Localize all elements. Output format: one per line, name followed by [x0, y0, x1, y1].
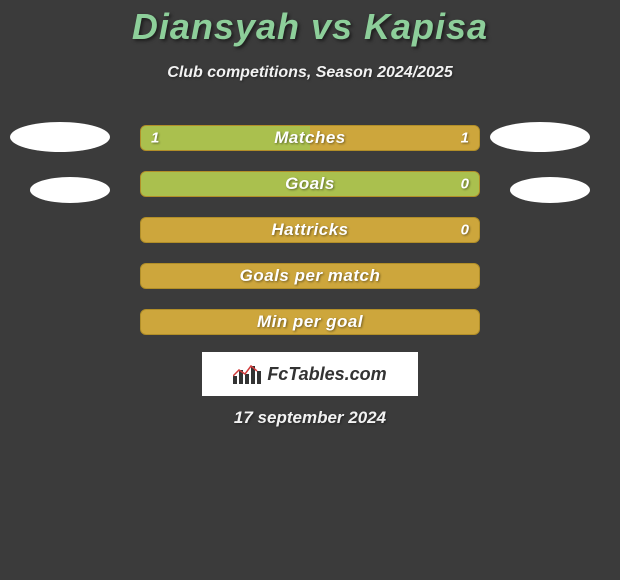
player-badge-ellipse: [490, 122, 590, 152]
bar-chart-icon: [233, 364, 261, 384]
player-badge-ellipse: [10, 122, 110, 152]
stat-bar-right-value: 0: [461, 222, 469, 239]
player-badge-ellipse: [30, 177, 110, 203]
stat-bar-right-value: 0: [461, 176, 469, 193]
stat-bar-label: Goals: [141, 174, 479, 194]
stat-bar-left-value: 1: [151, 130, 159, 147]
stat-bar-label: Goals per match: [141, 266, 479, 286]
stat-bar-label: Hattricks: [141, 220, 479, 240]
stat-bar-label: Matches: [141, 128, 479, 148]
stat-bar-row: Hattricks0: [140, 217, 480, 243]
fctables-logo: FcTables.com: [202, 352, 418, 396]
subtitle: Club competitions, Season 2024/2025: [0, 64, 620, 82]
stat-bar-row: Matches1 1: [140, 125, 480, 151]
stat-bar-label: Min per goal: [141, 312, 479, 332]
player-badge-ellipse: [510, 177, 590, 203]
stat-bar-right-value: 1: [461, 130, 469, 147]
stat-bar-row: Goals0: [140, 171, 480, 197]
date-line: 17 september 2024: [0, 408, 620, 428]
stat-bar-row: Min per goal: [140, 309, 480, 335]
stat-bar-row: Goals per match: [140, 263, 480, 289]
logo-text: FcTables.com: [267, 364, 386, 385]
comparison-bars: Matches11Goals0Hattricks0Goals per match…: [140, 125, 480, 355]
infographic-canvas: Diansyah vs Kapisa Club competitions, Se…: [0, 0, 620, 580]
page-title: Diansyah vs Kapisa: [0, 0, 620, 48]
